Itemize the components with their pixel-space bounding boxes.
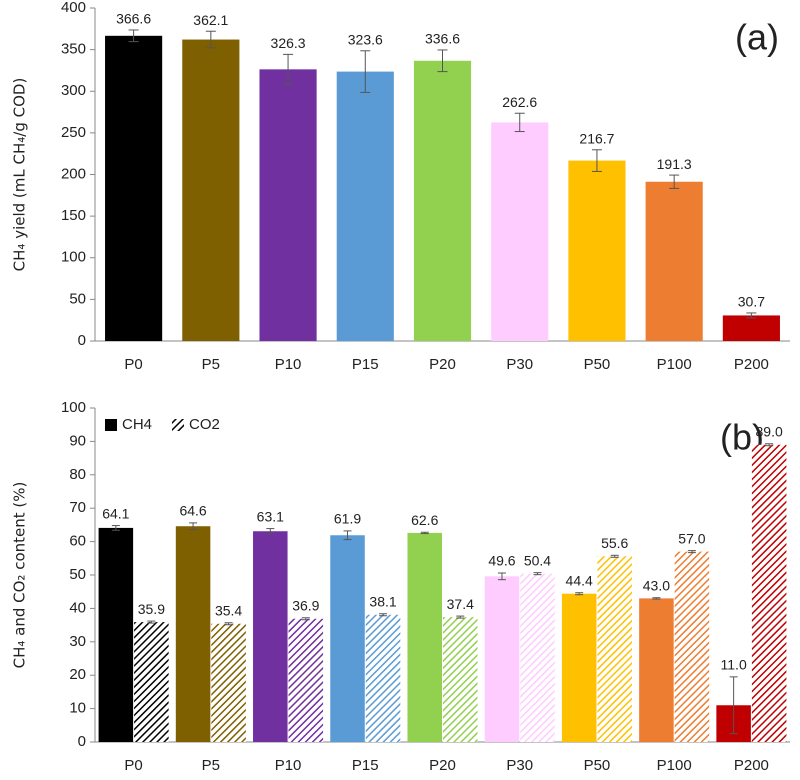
bar [175, 526, 211, 742]
y-tick-label: 350 [61, 41, 86, 58]
value-label: 336.6 [425, 31, 460, 47]
y-tick-label: 100 [61, 399, 86, 416]
value-label: 11.0 [721, 657, 747, 673]
y-tick-label: 50 [69, 566, 86, 583]
value-label: 64.6 [179, 503, 206, 519]
value-label: 63.1 [257, 508, 284, 524]
value-label: 43.0 [643, 577, 670, 593]
value-label: 36.9 [292, 597, 319, 613]
value-label: 326.3 [271, 35, 306, 51]
x-tick-label: P50 [584, 757, 611, 774]
x-tick-label: P5 [202, 356, 220, 373]
bar [259, 69, 317, 341]
value-label: 191.3 [657, 156, 692, 172]
y-tick-label: 40 [69, 599, 86, 616]
y-tick-label: 200 [61, 165, 86, 182]
bar [407, 532, 442, 742]
x-tick-label: P20 [429, 757, 456, 774]
y-tick-label: 0 [78, 332, 86, 349]
bar [568, 160, 626, 341]
x-tick-label: P200 [734, 356, 769, 373]
value-label: 216.7 [579, 130, 614, 146]
y-tick-label: 400 [61, 0, 86, 16]
bar [639, 598, 674, 742]
x-tick-label: P15 [352, 757, 379, 774]
x-tick-label: P100 [657, 757, 692, 774]
x-tick-label: P5 [202, 757, 220, 774]
bar [645, 181, 703, 341]
y-tick-label: 300 [61, 82, 86, 99]
bar [443, 617, 478, 742]
x-tick-label: P30 [506, 757, 533, 774]
x-tick-label: P0 [124, 356, 142, 373]
x-tick-label: P0 [124, 757, 142, 774]
bar [491, 122, 549, 341]
bar [134, 622, 169, 742]
bar [182, 39, 240, 341]
x-tick-label: P50 [584, 356, 611, 373]
value-label: 64.1 [102, 505, 129, 521]
y-tick-label: 250 [61, 124, 86, 141]
y-tick-label: 20 [69, 666, 86, 683]
bar [674, 551, 710, 742]
x-tick-label: P30 [506, 356, 533, 373]
value-label: 262.6 [502, 94, 537, 110]
value-label: 55.6 [601, 535, 628, 551]
value-label: 61.9 [334, 511, 361, 527]
y-tick-label: 90 [69, 432, 86, 449]
y-tick-label: 80 [69, 466, 86, 483]
y-tick-label: 30 [69, 633, 86, 650]
y-tick-label: 150 [61, 207, 86, 224]
bar [211, 623, 246, 742]
bar [365, 614, 401, 742]
value-label: 323.6 [348, 31, 383, 47]
x-tick-label: P15 [352, 356, 379, 373]
bar [751, 444, 787, 742]
bar [520, 573, 555, 742]
annotation: (a) [735, 17, 779, 58]
value-label: 62.6 [411, 512, 438, 528]
value-label: 49.6 [488, 553, 515, 569]
bar [288, 618, 324, 742]
y-axis-label: CH₄ yield (mL CH₄/g COD) [11, 78, 29, 272]
bar [413, 60, 472, 342]
y-axis-label: CH₄ and CO₂ content (%) [11, 482, 29, 669]
bar [336, 71, 394, 341]
x-tick-label: P200 [734, 757, 769, 774]
y-tick-label: 0 [78, 733, 86, 750]
value-label: 89.0 [756, 423, 783, 439]
x-tick-label: P100 [657, 356, 692, 373]
value-label: 38.1 [369, 593, 396, 609]
x-tick-label: P10 [275, 356, 302, 373]
value-label: 35.9 [138, 601, 165, 617]
y-tick-label: 50 [69, 290, 86, 307]
bar [105, 35, 163, 341]
bar [98, 527, 134, 742]
legend-label: CO2 [189, 416, 220, 433]
bar [722, 315, 780, 341]
value-label: 366.6 [116, 11, 151, 27]
bar [253, 531, 288, 742]
y-tick-label: 100 [61, 249, 86, 266]
legend-label: CH4 [122, 416, 152, 433]
value-label: 44.4 [566, 572, 593, 588]
bar [330, 535, 365, 742]
value-label: 35.4 [215, 602, 242, 618]
y-tick-label: 10 [69, 700, 86, 717]
legend-swatch [105, 419, 117, 431]
bar [484, 576, 520, 742]
y-tick-label: 70 [69, 499, 86, 516]
value-label: 50.4 [524, 552, 551, 568]
y-tick-label: 60 [69, 533, 86, 550]
bar [597, 556, 632, 742]
value-label: 30.7 [738, 294, 765, 310]
bar [561, 593, 597, 742]
legend-swatch [172, 419, 185, 431]
value-label: 362.1 [193, 12, 228, 28]
x-tick-label: P20 [429, 356, 456, 373]
value-label: 37.4 [447, 596, 474, 612]
value-label: 57.0 [678, 530, 705, 546]
x-tick-label: P10 [275, 757, 302, 774]
